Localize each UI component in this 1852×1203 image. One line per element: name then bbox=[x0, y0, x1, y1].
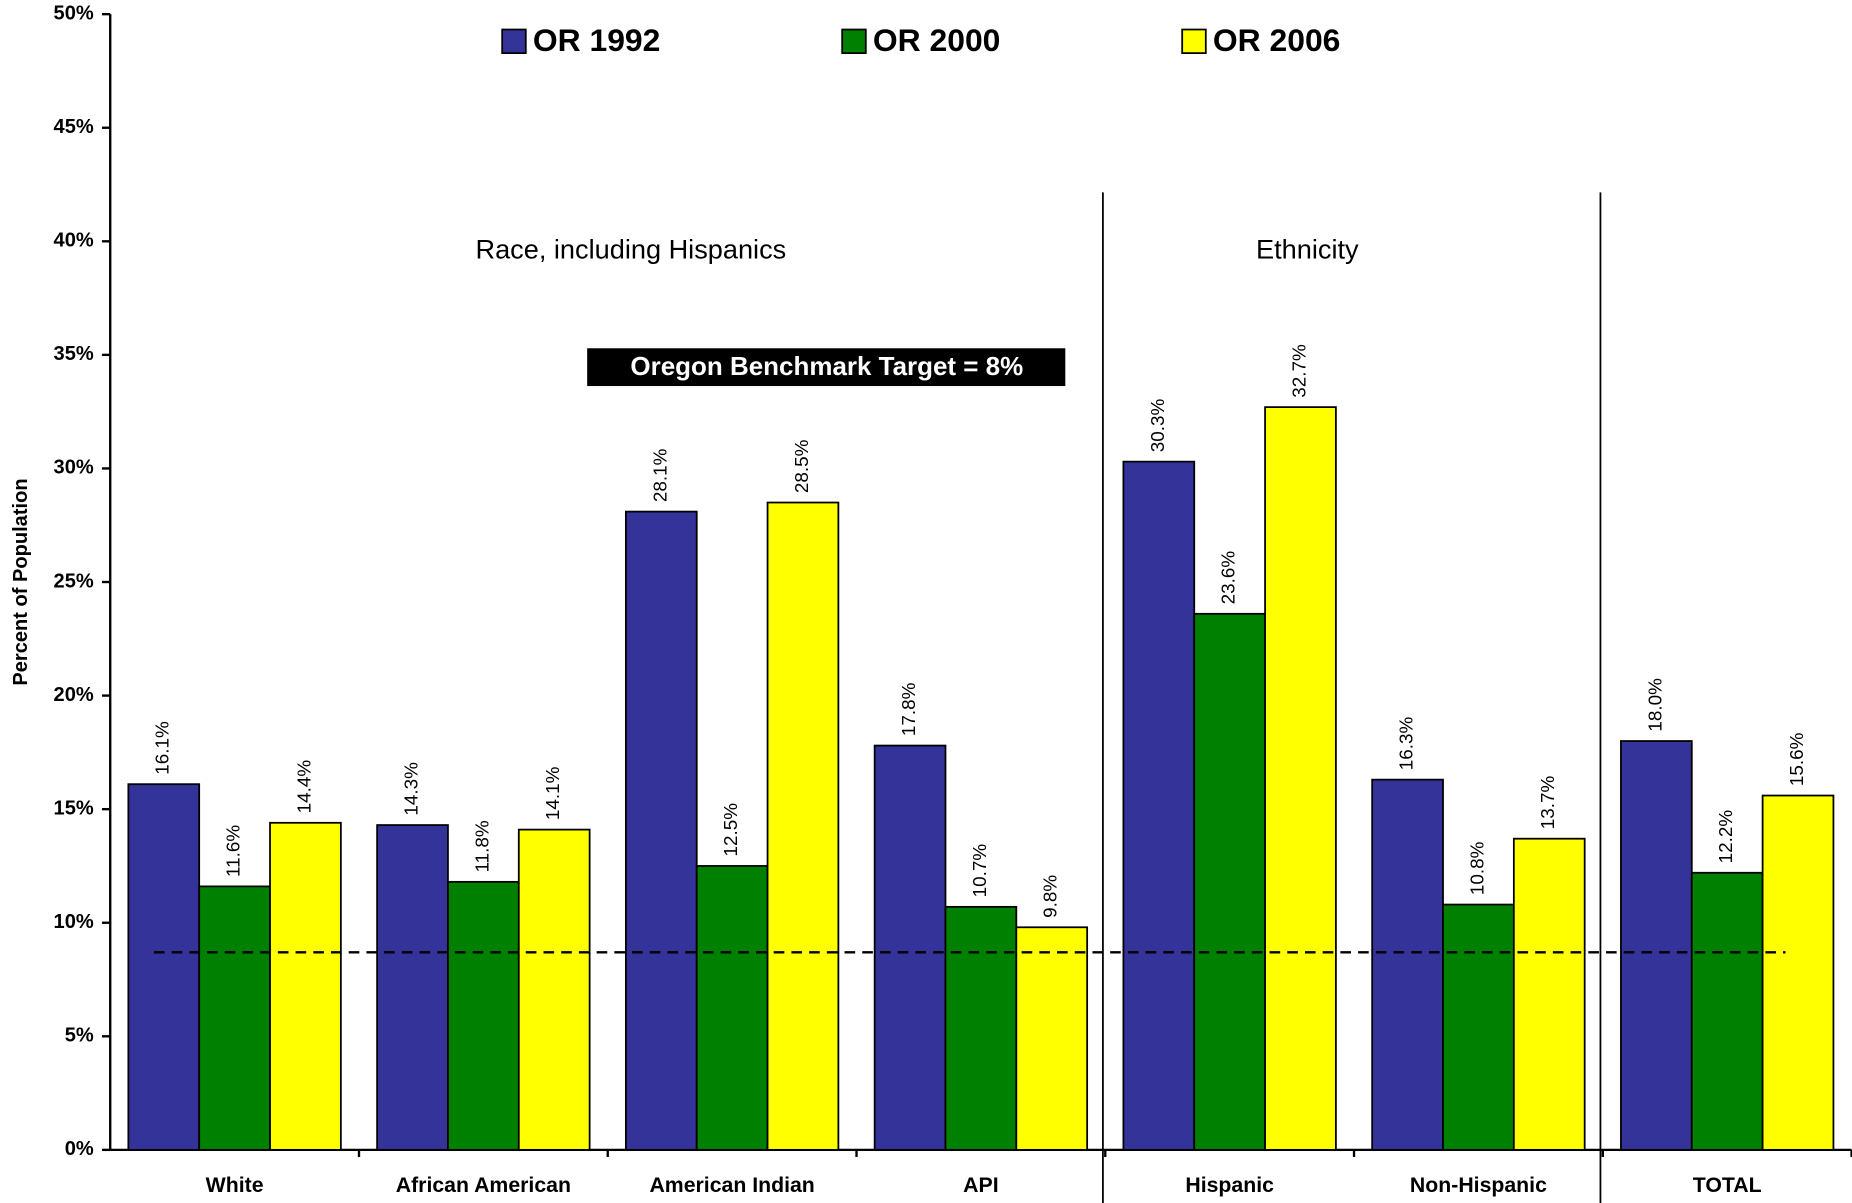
x-tick-label: API bbox=[963, 1173, 998, 1197]
bar bbox=[695, 865, 769, 1151]
value-label: 15.6% bbox=[1787, 732, 1808, 786]
bar bbox=[944, 905, 1018, 1151]
bar bbox=[1122, 460, 1196, 1151]
y-tick-label: 5% bbox=[65, 1025, 94, 1047]
x-tick-label: Non-Hispanic bbox=[1410, 1173, 1547, 1197]
legend-label: OR 2000 bbox=[873, 22, 1001, 58]
value-label: 13.7% bbox=[1538, 776, 1559, 830]
legend-swatch bbox=[501, 28, 527, 55]
value-label: 16.1% bbox=[153, 721, 174, 775]
value-label: 12.2% bbox=[1716, 810, 1737, 864]
y-tick-label: 20% bbox=[54, 684, 94, 706]
y-tick-label: 0% bbox=[65, 1138, 94, 1160]
x-tick-label: African American bbox=[396, 1173, 571, 1197]
bar bbox=[766, 501, 840, 1151]
bar bbox=[624, 510, 698, 1151]
bar bbox=[376, 824, 449, 1151]
y-tick-label: 10% bbox=[54, 911, 94, 933]
legend-swatch bbox=[1181, 28, 1207, 55]
legend-label: OR 2006 bbox=[1213, 22, 1341, 58]
value-label: 30.3% bbox=[1148, 398, 1169, 452]
value-label: 16.3% bbox=[1397, 716, 1418, 770]
bar bbox=[1442, 903, 1515, 1151]
bar bbox=[1015, 926, 1089, 1151]
value-label: 17.8% bbox=[899, 682, 920, 736]
group-label: Ethnicity bbox=[1256, 234, 1359, 265]
value-label: 11.6% bbox=[224, 825, 245, 877]
reference-label-box bbox=[587, 348, 1066, 387]
value-label: 10.7% bbox=[970, 844, 991, 898]
value-label: 32.7% bbox=[1289, 344, 1310, 398]
group-label: Race, including Hispanics bbox=[475, 234, 786, 265]
bar bbox=[517, 828, 591, 1151]
bar bbox=[1620, 740, 1693, 1151]
y-tick-label: 40% bbox=[54, 230, 94, 252]
y-tick-label: 30% bbox=[54, 457, 94, 479]
bar bbox=[127, 783, 201, 1151]
bar bbox=[1371, 778, 1444, 1151]
legend-swatch bbox=[841, 28, 867, 55]
value-label: 28.5% bbox=[792, 439, 813, 493]
x-tick-label: TOTAL bbox=[1693, 1173, 1762, 1197]
bar bbox=[1761, 794, 1835, 1151]
value-label: 23.6% bbox=[1219, 551, 1240, 605]
bar bbox=[1690, 871, 1764, 1151]
y-tick-label: 35% bbox=[54, 343, 94, 365]
x-tick-label: Hispanic bbox=[1185, 1173, 1274, 1197]
bar bbox=[198, 885, 271, 1151]
y-tick-label: 50% bbox=[54, 2, 94, 24]
y-axis-label: Percent of Population bbox=[10, 478, 32, 685]
y-tick-label: 15% bbox=[54, 797, 94, 819]
x-tick-label: American Indian bbox=[649, 1173, 814, 1197]
bar bbox=[1512, 837, 1586, 1151]
y-tick-label: 25% bbox=[54, 570, 94, 592]
reference-label: Oregon Benchmark Target = 8% bbox=[630, 351, 1023, 381]
value-label: 14.1% bbox=[543, 766, 564, 820]
legend-label: OR 1992 bbox=[533, 22, 661, 58]
value-label: 11.8% bbox=[472, 820, 493, 872]
bar bbox=[269, 821, 342, 1151]
y-tick-label: 45% bbox=[54, 116, 94, 138]
value-label: 14.3% bbox=[402, 762, 423, 816]
value-label: 9.8% bbox=[1041, 875, 1062, 918]
bar bbox=[873, 744, 947, 1151]
bar bbox=[1264, 406, 1337, 1151]
x-tick-label: White bbox=[206, 1173, 264, 1197]
value-label: 28.1% bbox=[650, 448, 671, 502]
bar bbox=[447, 880, 520, 1151]
value-label: 14.4% bbox=[294, 760, 315, 814]
value-label: 12.5% bbox=[721, 803, 742, 857]
bar bbox=[1193, 612, 1266, 1151]
value-label: 10.8% bbox=[1467, 841, 1488, 895]
value-label: 18.0% bbox=[1645, 678, 1666, 732]
